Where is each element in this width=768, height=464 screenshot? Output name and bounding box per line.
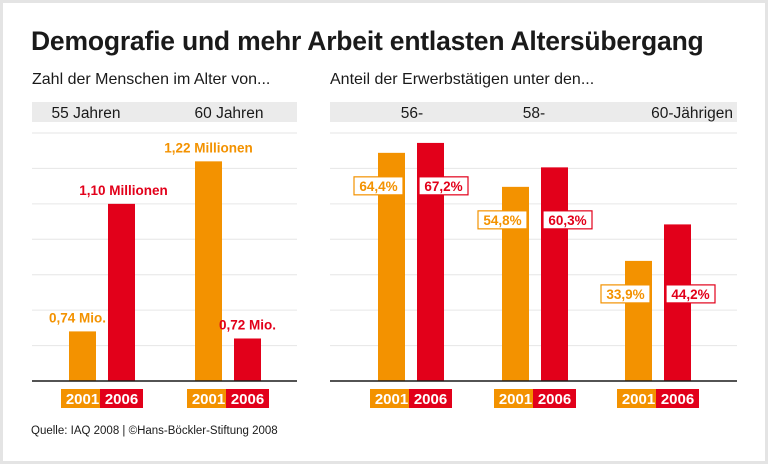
category-label: 56- <box>401 105 423 122</box>
year-label-bg <box>533 389 576 408</box>
year-label-bg <box>409 389 452 408</box>
category-label: 55 Jahren <box>52 105 121 122</box>
value-label-box <box>418 176 469 196</box>
bar-2001 <box>625 260 652 381</box>
year-label: 2001 <box>66 391 99 408</box>
bar-2001 <box>69 331 96 381</box>
year-label-bg <box>61 389 104 408</box>
bar-2006 <box>541 167 568 381</box>
value-label-box <box>542 210 593 230</box>
year-label: 2006 <box>538 391 571 408</box>
right-subtitle: Anteil der Erwerbstätigen unter den... <box>330 71 595 88</box>
year-label-bg <box>187 389 230 408</box>
year-label-bg <box>370 389 413 408</box>
value-label-box <box>477 210 528 230</box>
year-label: 2001 <box>499 391 532 408</box>
year-label: 2001 <box>192 391 225 408</box>
value-label-box <box>665 284 716 304</box>
value-label: 67,2% <box>424 179 462 194</box>
year-label-bg <box>494 389 537 408</box>
category-label: 60 Jahren <box>195 105 264 122</box>
year-label: 2006 <box>661 391 694 408</box>
year-label: 2006 <box>414 391 447 408</box>
source-note: Quelle: IAQ 2008 | ©Hans-Böckler-Stiftun… <box>31 425 278 437</box>
value-label: 1,22 Millionen <box>164 140 253 155</box>
category-label: 60-Jährigen <box>651 105 733 122</box>
year-label: 2001 <box>375 391 408 408</box>
year-label: 2006 <box>231 391 264 408</box>
value-label: 0,72 Mio. <box>219 317 276 332</box>
value-label: 54,8% <box>483 213 521 228</box>
value-label-box <box>600 284 651 304</box>
year-label-bg <box>656 389 699 408</box>
value-label: 60,3% <box>548 213 586 228</box>
bar-2001 <box>195 161 222 381</box>
value-label: 0,74 Mio. <box>49 310 106 325</box>
value-label: 64,4% <box>359 179 397 194</box>
year-label-bg <box>226 389 269 408</box>
chart-title: Demografie und mehr Arbeit entlasten Alt… <box>31 26 704 56</box>
category-label: 58- <box>523 105 545 122</box>
bar-2006 <box>234 338 261 381</box>
category-header-band <box>330 102 737 122</box>
category-header-band <box>32 102 297 122</box>
value-label: 1,10 Millionen <box>79 183 168 198</box>
year-label: 2006 <box>105 391 138 408</box>
year-label: 2001 <box>622 391 655 408</box>
value-label: 33,9% <box>606 287 644 302</box>
bar-2006 <box>108 203 135 381</box>
value-label-box <box>353 176 404 196</box>
left-subtitle: Zahl der Menschen im Alter von... <box>32 71 271 88</box>
value-label: 44,2% <box>671 287 709 302</box>
year-label-bg <box>100 389 143 408</box>
year-label-bg <box>617 389 660 408</box>
